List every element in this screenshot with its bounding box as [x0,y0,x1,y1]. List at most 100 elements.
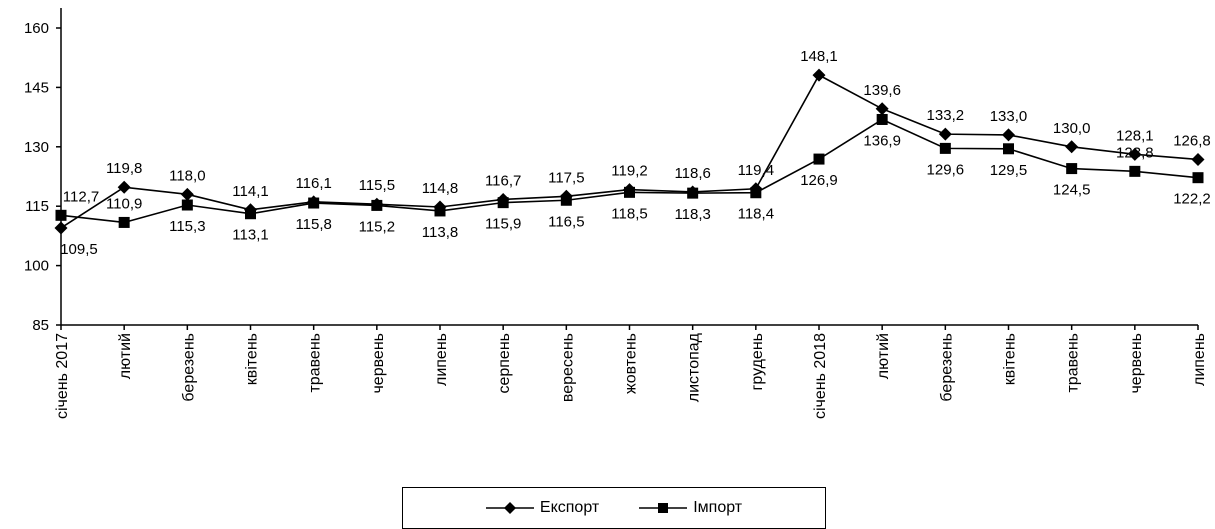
x-tick-label: лютий [117,333,134,379]
x-tick-label: березень [180,333,197,402]
x-tick-label: вересень [559,333,576,402]
legend: Експорт Імпорт [402,487,826,529]
x-tick-label: січень 2018 [812,333,829,419]
export-data-label: 115,5 [359,177,395,194]
export-point [812,68,826,82]
export-data-label: 118,0 [169,167,205,184]
import-point [55,209,67,221]
line-chart: 85 100 115 130 145 160 січень 2017 лютий березе… [24,8,1211,419]
y-tick-label: 100 [24,258,49,275]
import-data-label: 112,7 [63,188,99,205]
import-data-label: 129,5 [990,162,1028,179]
x-tick-label: листопад [686,332,703,402]
import-data-label: 110,9 [106,195,142,212]
y-tick-label: 145 [24,79,49,96]
import-data-label: 116,5 [548,213,584,230]
import-data-label: 115,2 [359,218,395,235]
x-tick-label: травень [1065,333,1082,393]
legend-label-import: Імпорт [693,499,743,516]
import-point [181,199,193,211]
import-point [813,153,825,165]
export-data-label: 109,5 [60,241,98,258]
export-data-label: 119,8 [106,160,142,177]
import-point [245,208,256,220]
x-tick-label: квітень [1002,333,1019,385]
import-data-label: 118,5 [611,205,647,222]
diamond-marker-icon [485,502,534,514]
export-data-label: 119,4 [738,162,774,179]
square-marker-icon [639,503,688,513]
x-tick-label: липень [1191,333,1208,386]
import-data-label: 113,1 [232,227,268,244]
export-point [938,127,952,141]
import-point [687,187,699,199]
export-point [1191,152,1205,166]
import-data-label: 122,2 [1173,191,1211,208]
export-data-label: 139,6 [863,82,901,99]
import-point [1066,163,1078,175]
export-data-label: 130,0 [1053,120,1091,137]
export-data-label: 119,2 [611,163,647,180]
export-data-label: 133,2 [927,107,965,124]
import-data-label: 115,8 [295,216,331,233]
export-data-label: 128,1 [1116,127,1154,144]
export-data-label: 114,1 [232,183,268,200]
import-data-label: 129,6 [927,161,965,178]
import-point [371,199,383,211]
export-data-label: 114,8 [422,180,458,197]
export-data-label: 148,1 [800,48,838,65]
import-point [434,205,446,217]
export-data-label: 116,7 [485,172,521,189]
import-point [118,216,130,228]
x-tick-label: грудень [749,333,766,390]
import-point [750,187,762,199]
x-tick-label: серпень [496,333,513,394]
series-markers [54,68,1205,235]
export-point [180,187,194,201]
x-tick-label: червень [370,333,387,394]
import-data-label: 118,4 [738,206,774,223]
import-point [939,142,951,154]
export-point [1065,140,1079,154]
import-data-label: 115,9 [485,216,521,233]
x-tick-label: лютий [875,333,892,379]
import-data-label: 113,8 [422,224,458,241]
x-tick-label: січень 2017 [54,333,71,419]
data-labels: 109,5 119,8 118,0 114,1 116,1 115,5 114,8 116,7… [60,48,1211,258]
legend-label-export: Експорт [539,499,600,516]
y-tick-label: 130 [24,139,49,156]
export-data-label: 126,8 [1173,132,1211,149]
import-data-label: 118,3 [674,206,710,223]
export-point [1002,128,1015,142]
y-tick-label: 85 [32,317,49,334]
export-data-label: 117,5 [548,169,584,186]
import-data-label: 123,8 [1116,144,1154,161]
x-tick-label: жовтень [623,333,640,394]
y-tick-label: 160 [24,20,49,37]
export-point [117,180,131,194]
legend-item-export: Експорт [485,499,600,517]
legend-item-import: Імпорт [639,499,742,517]
export-point [1128,147,1142,161]
export-data-label: 133,0 [990,108,1028,125]
x-axis-ticks: січень 2017 лютий березень квітень травень че… [54,325,1208,419]
y-tick-label: 115 [25,198,49,215]
export-point [54,221,68,235]
import-point [308,197,320,209]
import-point [560,194,572,206]
import-point [1003,143,1014,155]
y-axis-ticks: 85 100 115 130 145 160 [24,20,61,334]
export-data-label: 116,1 [295,175,331,192]
import-point [1192,172,1204,184]
x-tick-label: березень [938,333,955,402]
import-point [497,197,509,209]
export-data-label: 118,6 [674,165,710,182]
import-point [876,113,888,125]
import-point [1129,165,1141,177]
x-tick-label: травень [307,333,324,393]
import-data-label: 126,9 [800,172,838,189]
import-data-label: 115,3 [169,218,205,235]
x-tick-label: квітень [244,333,261,385]
import-data-label: 136,9 [863,132,901,149]
x-tick-label: липень [433,333,450,386]
